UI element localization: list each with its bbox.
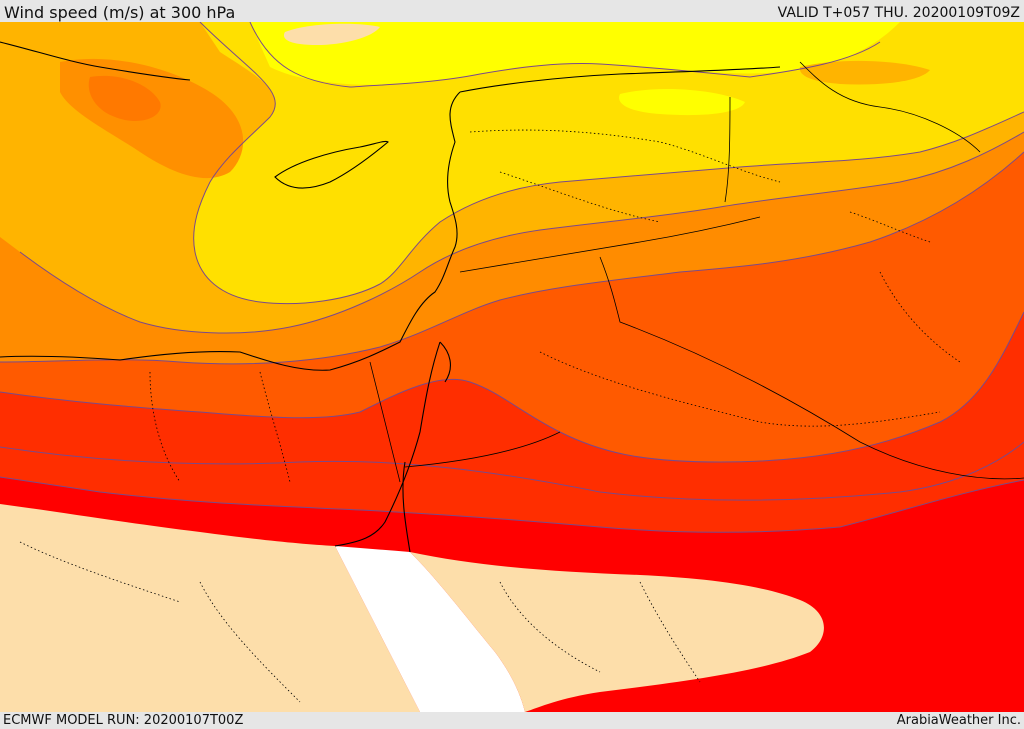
title-bar: Wind speed (m/s) at 300 hPa VALID T+057 … (0, 0, 1024, 22)
footer-bar: ECMWF MODEL RUN: 20200107T00Z ArabiaWeat… (0, 712, 1024, 729)
band-1-patch (619, 88, 745, 116)
band-3-patch (799, 60, 930, 85)
red-sea-mask (335, 546, 525, 712)
valid-time: VALID T+057 THU. 20200109T09Z (777, 5, 1020, 21)
band-2 (193, 22, 1024, 304)
coastlines (0, 41, 781, 553)
band-0 (283, 23, 380, 46)
map-title: Wind speed (m/s) at 300 hPa (4, 3, 236, 22)
land-mask-arabia (410, 552, 824, 712)
model-run: ECMWF MODEL RUN: 20200107T00Z (3, 713, 244, 728)
internal-borders (19, 129, 961, 703)
wind-speed-map (0, 22, 1024, 712)
borders (369, 61, 1024, 483)
land-mask-africa (0, 504, 420, 712)
credit: ArabiaWeather Inc. (896, 713, 1021, 728)
contours (0, 22, 1024, 533)
band-5-blob (88, 75, 161, 122)
